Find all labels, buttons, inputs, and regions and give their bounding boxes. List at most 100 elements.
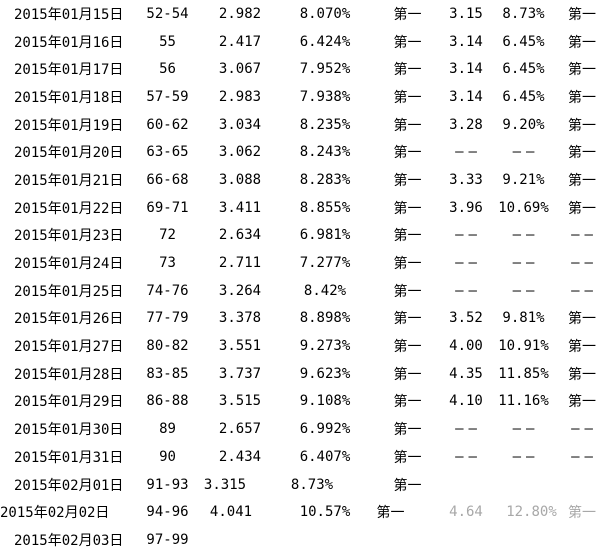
date-cell: 2015年01月16日 [14, 34, 124, 51]
range-cell: 52-54 [146, 5, 189, 22]
value-a-cell: 3.551 [218, 338, 262, 355]
rank-a-cell: 第一 [393, 477, 422, 494]
date-cell: 2015年01月20日 [14, 145, 124, 162]
percent-b-cell: 6.45% [502, 88, 545, 105]
value-a-cell: 3.034 [218, 116, 262, 133]
value-b-cell: 3.28 [449, 116, 483, 133]
rank-b-cell: 第一 [568, 505, 596, 522]
percent-b-cell: —— [512, 282, 540, 299]
percent-b-cell: 6.45% [502, 61, 545, 78]
percent-b-cell: —— [512, 255, 540, 272]
range-cell: 69-71 [146, 199, 189, 216]
percent-b-cell: 9.21% [502, 171, 545, 188]
range-cell: 90 [159, 448, 176, 465]
rank-a-cell: 第一 [393, 62, 422, 79]
range-cell: 77-79 [146, 310, 189, 327]
rank-b-cell: 第一 [568, 200, 596, 217]
rank-b-cell: —— [571, 255, 598, 272]
rank-a-cell: 第一 [393, 172, 422, 189]
date-cell: 2015年01月30日 [14, 422, 124, 439]
rank-b-cell: 第一 [568, 62, 596, 79]
percent-b-cell: 10.69% [498, 199, 549, 216]
percent-a-cell [275, 526, 375, 554]
percent-a-cell: 7.277% [299, 255, 351, 272]
percent-b-cell: 12.80% [506, 504, 557, 521]
date-cell: 2015年01月31日 [14, 449, 124, 466]
range-cell: 55 [159, 33, 176, 50]
value-a-cell: 2.434 [218, 448, 262, 465]
rank-b-cell: 第一 [568, 117, 596, 134]
value-a-cell: 2.657 [218, 421, 262, 438]
value-a-cell: 2.417 [218, 33, 262, 50]
percent-b-cell: —— [512, 421, 540, 438]
value-b-cell: 4.64 [449, 504, 483, 521]
percent-b-cell: 9.20% [502, 116, 545, 133]
rank-a-cell [375, 526, 440, 554]
percent-a-cell: 7.938% [299, 88, 351, 105]
rank-b-cell: 第一 [568, 394, 596, 411]
percent-b-cell: 10.91% [498, 338, 549, 355]
percent-a-cell: 6.992% [299, 421, 351, 438]
rank-a-cell: 第一 [393, 6, 422, 23]
date-cell: 2015年02月02日 [0, 505, 110, 522]
percent-a-cell: 8.855% [299, 199, 351, 216]
rank-b-cell: —— [571, 421, 598, 438]
date-cell: 2015年01月25日 [14, 283, 124, 300]
rank-a-cell: 第一 [393, 200, 422, 217]
rank-a-cell: 第一 [393, 228, 422, 245]
range-cell: 74-76 [146, 282, 189, 299]
percent-a-cell: 8.283% [299, 171, 351, 188]
rank-a-cell: 第一 [393, 256, 422, 273]
rank-a-cell: 第一 [393, 34, 422, 51]
value-b-cell: —— [455, 448, 482, 465]
range-cell: 94-96 [146, 504, 189, 521]
rank-a-cell: 第一 [393, 394, 422, 411]
percent-a-cell: 8.898% [299, 310, 351, 327]
percent-b-cell: 9.81% [502, 310, 545, 327]
range-cell: 56 [159, 61, 176, 78]
rank-b-cell [555, 526, 609, 554]
value-b-cell: 3.96 [449, 199, 483, 216]
rank-b-cell: 第一 [568, 172, 596, 189]
rank-b-cell: 第一 [568, 311, 596, 328]
date-cell: 2015年01月21日 [14, 172, 124, 189]
range-cell: 66-68 [146, 171, 189, 188]
date-cell: 2015年01月23日 [14, 228, 124, 245]
percent-b-cell: 11.85% [498, 365, 549, 382]
value-a-cell: 3.315 [203, 476, 247, 493]
rank-b-cell: 第一 [568, 339, 596, 356]
percent-b-cell: 11.16% [498, 393, 549, 410]
rank-a-cell: 第一 [393, 89, 422, 106]
date-cell: 2015年01月27日 [14, 339, 124, 356]
value-b-cell [440, 471, 492, 499]
value-a-cell: 3.062 [218, 144, 262, 161]
rank-a-cell: 第一 [393, 145, 422, 162]
value-a-cell: 2.983 [218, 88, 262, 105]
percent-a-cell: 6.424% [299, 33, 351, 50]
range-cell: 83-85 [146, 365, 189, 382]
percent-b-cell: —— [512, 144, 540, 161]
value-a-cell: 2.634 [218, 227, 262, 244]
value-b-cell: —— [455, 255, 482, 272]
date-cell: 2015年01月17日 [14, 62, 124, 79]
value-a-cell: 3.515 [218, 393, 262, 410]
date-cell: 2015年02月03日 [14, 532, 124, 549]
value-a-cell: 3.067 [218, 61, 262, 78]
rank-a-cell: 第一 [393, 283, 422, 300]
range-cell: 60-62 [146, 116, 189, 133]
range-cell: 89 [159, 421, 176, 438]
value-a-cell: 3.378 [218, 310, 262, 327]
date-cell: 2015年02月01日 [14, 477, 124, 494]
percent-b-cell: —— [512, 448, 540, 465]
rank-b-cell: 第一 [568, 89, 596, 106]
value-b-cell: 3.14 [449, 88, 483, 105]
value-b-cell: —— [455, 421, 482, 438]
date-cell: 2015年01月29日 [14, 394, 124, 411]
date-cell: 2015年01月19日 [14, 117, 124, 134]
value-a-cell: 3.737 [218, 365, 262, 382]
value-a-cell: 2.711 [218, 255, 262, 272]
percent-a-cell: 8.235% [299, 116, 351, 133]
range-cell: 57-59 [146, 88, 189, 105]
percent-b-cell [492, 471, 555, 499]
